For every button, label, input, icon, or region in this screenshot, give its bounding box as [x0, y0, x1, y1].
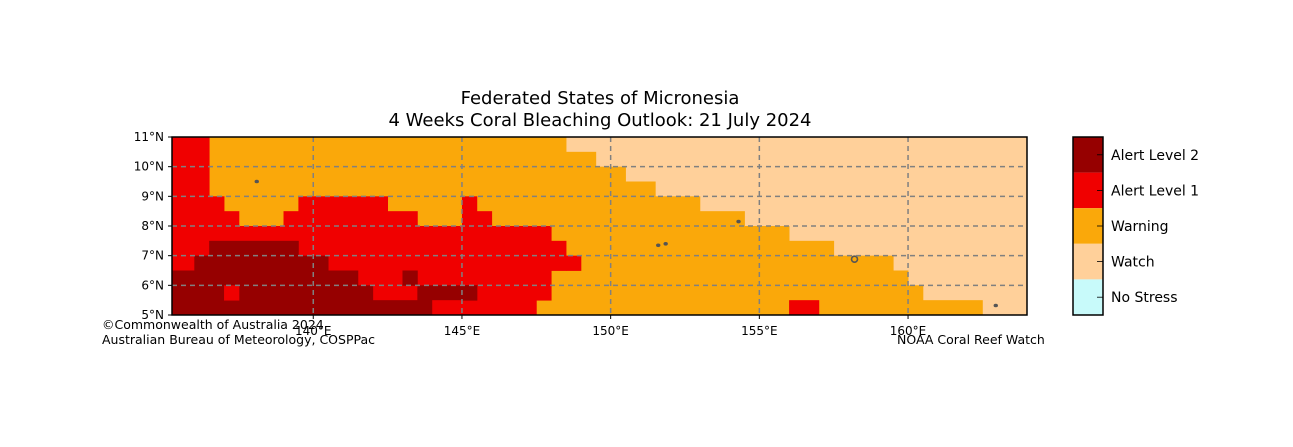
legend-frame: [1072, 136, 1104, 316]
region-alert2-39: [402, 270, 418, 286]
region-alert2-34: [357, 285, 374, 315]
credit-left: ©Commonwealth of Australia 2024 Australi…: [102, 317, 375, 347]
map-title-line2: 4 Weeks Coral Bleaching Outlook: 21 July…: [388, 110, 812, 131]
chuuk-island: [656, 243, 661, 248]
region-alert2-35: [372, 300, 418, 315]
region-alert1-27: [566, 255, 582, 271]
y-tick-label-7: 7°N: [141, 249, 164, 263]
legend-label-warning: Warning: [1111, 219, 1169, 235]
axis-ticks: 140°E 145°E 150°E 155°E 160°E 5°N 6°N 7°N 8°N 9°N…: [134, 130, 927, 338]
x-tick-label-145: 145°E: [444, 324, 481, 338]
region-warning-5: [625, 181, 656, 315]
y-tick-label-9: 9°N: [141, 189, 164, 203]
legend-label-alert1: Alert Level 1: [1111, 183, 1199, 199]
credit-copyright: ©Commonwealth of Australia 2024: [102, 317, 324, 332]
region-warning-12: [908, 285, 924, 315]
atoll-island: [736, 219, 741, 224]
region-alert2-33: [328, 270, 359, 315]
kosrae-island: [993, 303, 998, 308]
region-watch-1: [982, 300, 1027, 315]
region-alert1-28: [789, 300, 820, 315]
region-warning-13: [922, 300, 983, 315]
y-tick-label-11: 11°N: [134, 130, 164, 144]
region-alert2-36: [417, 285, 433, 315]
y-tick-label-10: 10°N: [134, 160, 164, 174]
yap-island: [254, 179, 259, 184]
x-tick-label-160: 160°E: [890, 324, 927, 338]
region-warning-8: [744, 226, 790, 315]
y-tick-label-5: 5°N: [141, 308, 164, 322]
gridlines: [172, 137, 1027, 315]
region-alert1-20: [387, 211, 418, 315]
land-layer: [254, 179, 998, 308]
region-alert2-29: [172, 270, 195, 315]
region-warning-7: [699, 211, 745, 315]
region-alert1-25: [536, 226, 552, 301]
x-tick-label-150: 150°E: [592, 324, 629, 338]
x-tick-label-155: 155°E: [741, 324, 778, 338]
y-tick-label-6: 6°N: [141, 278, 164, 292]
legend-label-no_stress: No Stress: [1111, 290, 1178, 306]
legend-colorbar: Alert Level 2 Alert Level 1 Warning Watch No…: [1072, 136, 1199, 316]
region-alert1-40: [224, 285, 240, 301]
pohnpei-island: [850, 255, 859, 264]
legend-label-alert2: Alert Level 2: [1111, 148, 1199, 164]
legend-label-watch: Watch: [1111, 255, 1155, 271]
region-alert1-41: [432, 300, 463, 315]
region-alert1-26: [551, 240, 567, 271]
credit-agency: Australian Bureau of Meteorology, COSPPa…: [102, 332, 375, 347]
region-alert1-23: [476, 211, 493, 315]
region-warning-3: [566, 151, 597, 315]
region-warning-11: [893, 270, 909, 315]
y-tick-label-8: 8°N: [141, 219, 164, 233]
credit-right: NOAA Coral Reef Watch: [897, 332, 1045, 347]
chuuk-island-east: [663, 242, 668, 246]
region-alert2-31: [209, 240, 299, 315]
region-alert1-24: [491, 226, 537, 315]
x-tick-label-140: 140°E: [295, 324, 332, 338]
region-alert2-38: [461, 285, 478, 301]
map-title-line1: Federated States of Micronesia: [460, 88, 740, 109]
